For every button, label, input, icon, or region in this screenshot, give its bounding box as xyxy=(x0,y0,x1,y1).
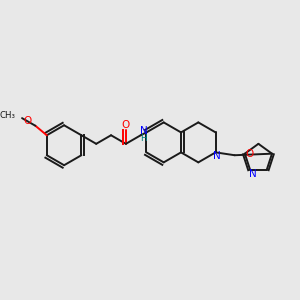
Text: N: N xyxy=(140,127,147,136)
Text: O: O xyxy=(24,116,32,126)
Text: O: O xyxy=(245,149,254,159)
Text: O: O xyxy=(122,120,130,130)
Text: H: H xyxy=(140,134,147,142)
Text: N: N xyxy=(213,151,220,161)
Text: CH₃: CH₃ xyxy=(0,111,15,120)
Text: N: N xyxy=(249,169,257,179)
